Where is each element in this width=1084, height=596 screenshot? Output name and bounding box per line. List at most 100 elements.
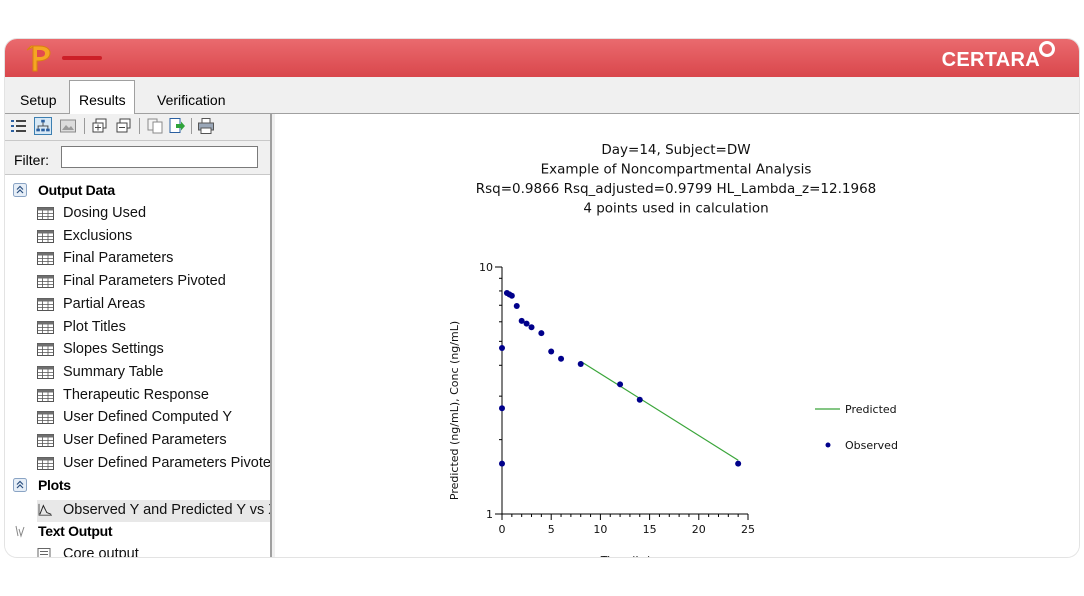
tree-item-table[interactable]: User Defined Parameters Pivoted [37, 453, 270, 475]
filter-label: Filter: [14, 152, 49, 168]
tree-item-label: User Defined Parameters Pivoted [63, 454, 270, 471]
collapse-all-icon[interactable] [115, 117, 133, 135]
tree-item-table[interactable]: Plot Titles [37, 317, 270, 339]
observed-point [577, 360, 584, 367]
x-tick-label: 15 [643, 523, 657, 536]
plot-title-line: Example of Noncompartmental Analysis [541, 162, 812, 178]
plot-title-line: Rsq=0.9866 Rsq_adjusted=0.9799 HL_Lambda… [476, 181, 877, 197]
observed-point [513, 303, 520, 310]
tab-setup[interactable]: Setup [20, 92, 57, 108]
observed-point [518, 317, 525, 324]
collapse-chevron-icon[interactable] [13, 478, 27, 492]
tree-item-label: User Defined Computed Y [63, 409, 232, 426]
title-accent-dash [62, 56, 102, 60]
observed-predicted-plot: Day=14, Subject=DW Example of Noncompartm… [448, 142, 898, 557]
legend-label: Observed [845, 439, 898, 452]
table-icon [37, 343, 54, 357]
table-icon [37, 365, 54, 379]
plot-title-line: 4 points used in calculation [583, 201, 768, 217]
export-icon[interactable] [168, 117, 186, 135]
toolbar-separator [139, 118, 140, 134]
observed-point [528, 324, 535, 331]
observed-point [538, 330, 545, 337]
plot-panel: Day=14, Subject=DW Example of Noncompartm… [275, 114, 1079, 557]
copy-icon[interactable] [146, 117, 164, 135]
tree-item-table[interactable]: User Defined Parameters [37, 430, 270, 452]
observed-point [548, 348, 555, 355]
tree-item-table[interactable]: User Defined Computed Y [37, 407, 270, 429]
observed-point [508, 292, 515, 299]
table-icon [37, 229, 54, 243]
observed-point [735, 460, 742, 467]
title-bar: CERTARA [5, 39, 1079, 77]
toolbar-separator [191, 118, 192, 134]
y-axis-label: Predicted (ng/mL), Conc (ng/mL) [448, 321, 461, 500]
text-output-icon [15, 525, 25, 538]
tree-item-label: Final Parameters Pivoted [63, 273, 226, 290]
tree-item-plot-observed-predicted[interactable]: Observed Y and Predicted Y vs X [37, 500, 270, 522]
text-file-icon [37, 548, 51, 557]
y-tick-label: 1 [486, 508, 493, 521]
tree-item-label: Slopes Settings [63, 341, 164, 358]
x-tick-label: 20 [692, 523, 706, 536]
tree-item-table[interactable]: Therapeutic Response [37, 385, 270, 407]
y-tick-label: 10 [479, 261, 493, 274]
table-icon [37, 456, 54, 470]
tree-item-table[interactable]: Partial Areas [37, 294, 270, 316]
x-tick-label: 5 [548, 523, 555, 536]
tab-bar: Setup Results Verification [5, 77, 1079, 114]
tree-item-label: User Defined Parameters [63, 432, 227, 448]
tree-item-core-output[interactable]: Core output [37, 544, 270, 557]
tree-item-table[interactable]: Exclusions [37, 226, 270, 248]
observed-point [499, 460, 505, 467]
plot-icon [38, 503, 52, 516]
toolbar-separator [84, 118, 85, 134]
tree-view-icon[interactable] [34, 117, 52, 135]
tree-item-table[interactable]: Final Parameters Pivoted [37, 271, 270, 293]
print-icon[interactable] [197, 117, 215, 135]
observed-point [558, 355, 565, 362]
image-view-icon[interactable] [59, 117, 77, 135]
brand-logo: CERTARA [942, 41, 1055, 72]
observed-point [499, 344, 505, 351]
tree-item-label: Dosing Used [63, 205, 147, 221]
x-tick-label: 10 [593, 523, 607, 536]
navigator-toolbar [5, 114, 270, 141]
observed-point [499, 405, 505, 412]
observed-point [523, 320, 530, 327]
tab-results[interactable]: Results [69, 80, 135, 114]
x-tick-label: 0 [499, 523, 506, 536]
table-icon [37, 388, 54, 402]
table-icon [37, 275, 54, 289]
tab-verification[interactable]: Verification [157, 92, 226, 108]
table-icon [37, 411, 54, 425]
tree-item-label: Plot Titles [63, 318, 126, 335]
expand-all-icon[interactable] [91, 117, 109, 135]
app-logo-icon [26, 45, 51, 72]
tree-item-label: Exclusions [63, 227, 133, 244]
tree-item-label: Final Parameters [63, 250, 174, 267]
collapse-chevron-icon[interactable] [13, 183, 27, 197]
results-navigator: Filter: Output Data Dosing Used Exclusion… [5, 114, 272, 557]
tree-item-label: Partial Areas [63, 295, 146, 312]
workspace: Setup Results Verification [5, 77, 1079, 557]
tree-item-table[interactable]: Dosing Used [37, 203, 270, 225]
filter-row: Filter: [5, 141, 270, 175]
legend-point-swatch [825, 442, 831, 448]
app-window: CERTARA Setup Results Verification [5, 39, 1079, 557]
predicted-line [580, 360, 739, 461]
observed-point [636, 396, 643, 403]
tree-item-label: Summary Table [63, 363, 164, 380]
tree-item-table[interactable]: Slopes Settings [37, 339, 270, 361]
x-axis-label: Time (hr) [600, 554, 652, 557]
x-tick-label: 25 [741, 523, 755, 536]
tree-item-table[interactable]: Summary Table [37, 362, 270, 384]
tree-item-table[interactable]: Final Parameters [37, 248, 270, 270]
table-icon [37, 320, 54, 334]
observed-point [617, 381, 624, 388]
filter-input[interactable] [61, 146, 258, 168]
list-view-icon[interactable] [10, 117, 28, 135]
table-icon [37, 434, 54, 447]
table-icon [37, 252, 54, 266]
table-icon [37, 297, 54, 311]
